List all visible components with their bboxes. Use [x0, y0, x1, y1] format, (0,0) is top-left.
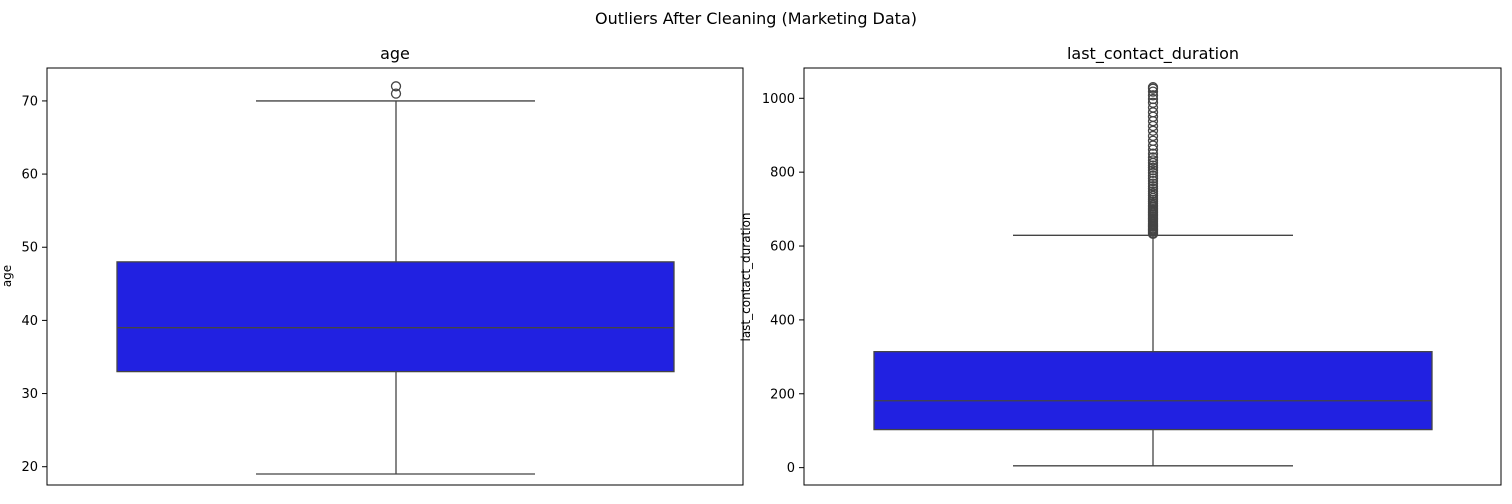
- plot-frame: [46, 67, 744, 486]
- outlier-point: [1147, 173, 1159, 184]
- plot-frame: [803, 67, 1502, 486]
- subplot-age: age age 20 30 40 50 60 70: [0, 44, 744, 486]
- outlier-point: [390, 81, 402, 92]
- y-tick-label: 400: [770, 313, 795, 328]
- y-tick-label: 200: [770, 387, 795, 402]
- y-tick-label: 60: [21, 168, 38, 183]
- outlier-point: [1147, 183, 1159, 194]
- outlier-point: [1147, 135, 1159, 146]
- outlier-point: [1147, 148, 1159, 159]
- outlier-point: [1147, 170, 1159, 182]
- outlier-point: [1147, 165, 1159, 176]
- y-axis-label: age: [0, 265, 14, 287]
- outlier-point: [1147, 175, 1159, 187]
- figure-suptitle: Outliers After Cleaning (Marketing Data): [595, 9, 917, 28]
- y-tick-label: 0: [787, 461, 795, 476]
- outlier-point: [1147, 97, 1159, 108]
- box-plot: [873, 82, 1433, 467]
- iqr-box: [873, 351, 1433, 431]
- outlier-point: [1147, 178, 1159, 189]
- outlier-point: [1147, 181, 1159, 192]
- outlier-point: [1147, 152, 1159, 163]
- subplot-last-contact-duration: last_contact_duration last_contact_durat…: [739, 44, 1502, 486]
- iqr-box: [116, 261, 675, 373]
- y-axis-label: last_contact_duration: [739, 212, 753, 341]
- chart-title: last_contact_duration: [1067, 44, 1239, 64]
- y-tick-label: 20: [21, 460, 38, 475]
- outlier-point: [390, 88, 402, 99]
- outlier-point: [1147, 90, 1159, 101]
- box-plot: [116, 81, 675, 475]
- chart-title: age: [380, 44, 410, 63]
- y-axis-ticks: 0 200 400 600 800 1000: [762, 92, 804, 476]
- outlier-point: [1147, 93, 1159, 105]
- y-tick-label: 70: [21, 94, 38, 109]
- y-tick-label: 30: [21, 387, 38, 402]
- y-tick-label: 800: [770, 166, 795, 181]
- outlier-point: [1147, 167, 1159, 179]
- outlier-point: [1147, 160, 1159, 171]
- y-tick-label: 50: [21, 241, 38, 256]
- outlier-point: [1147, 186, 1159, 197]
- outlier-point: [1147, 155, 1159, 166]
- y-tick-label: 600: [770, 240, 795, 255]
- y-tick-label: 40: [21, 314, 38, 329]
- outlier-point: [1147, 82, 1159, 93]
- y-axis-ticks: 20 30 40 50 60 70: [21, 94, 47, 475]
- outlier-point: [1147, 130, 1159, 142]
- outlier-point: [1147, 86, 1159, 97]
- y-tick-label: 1000: [762, 92, 795, 107]
